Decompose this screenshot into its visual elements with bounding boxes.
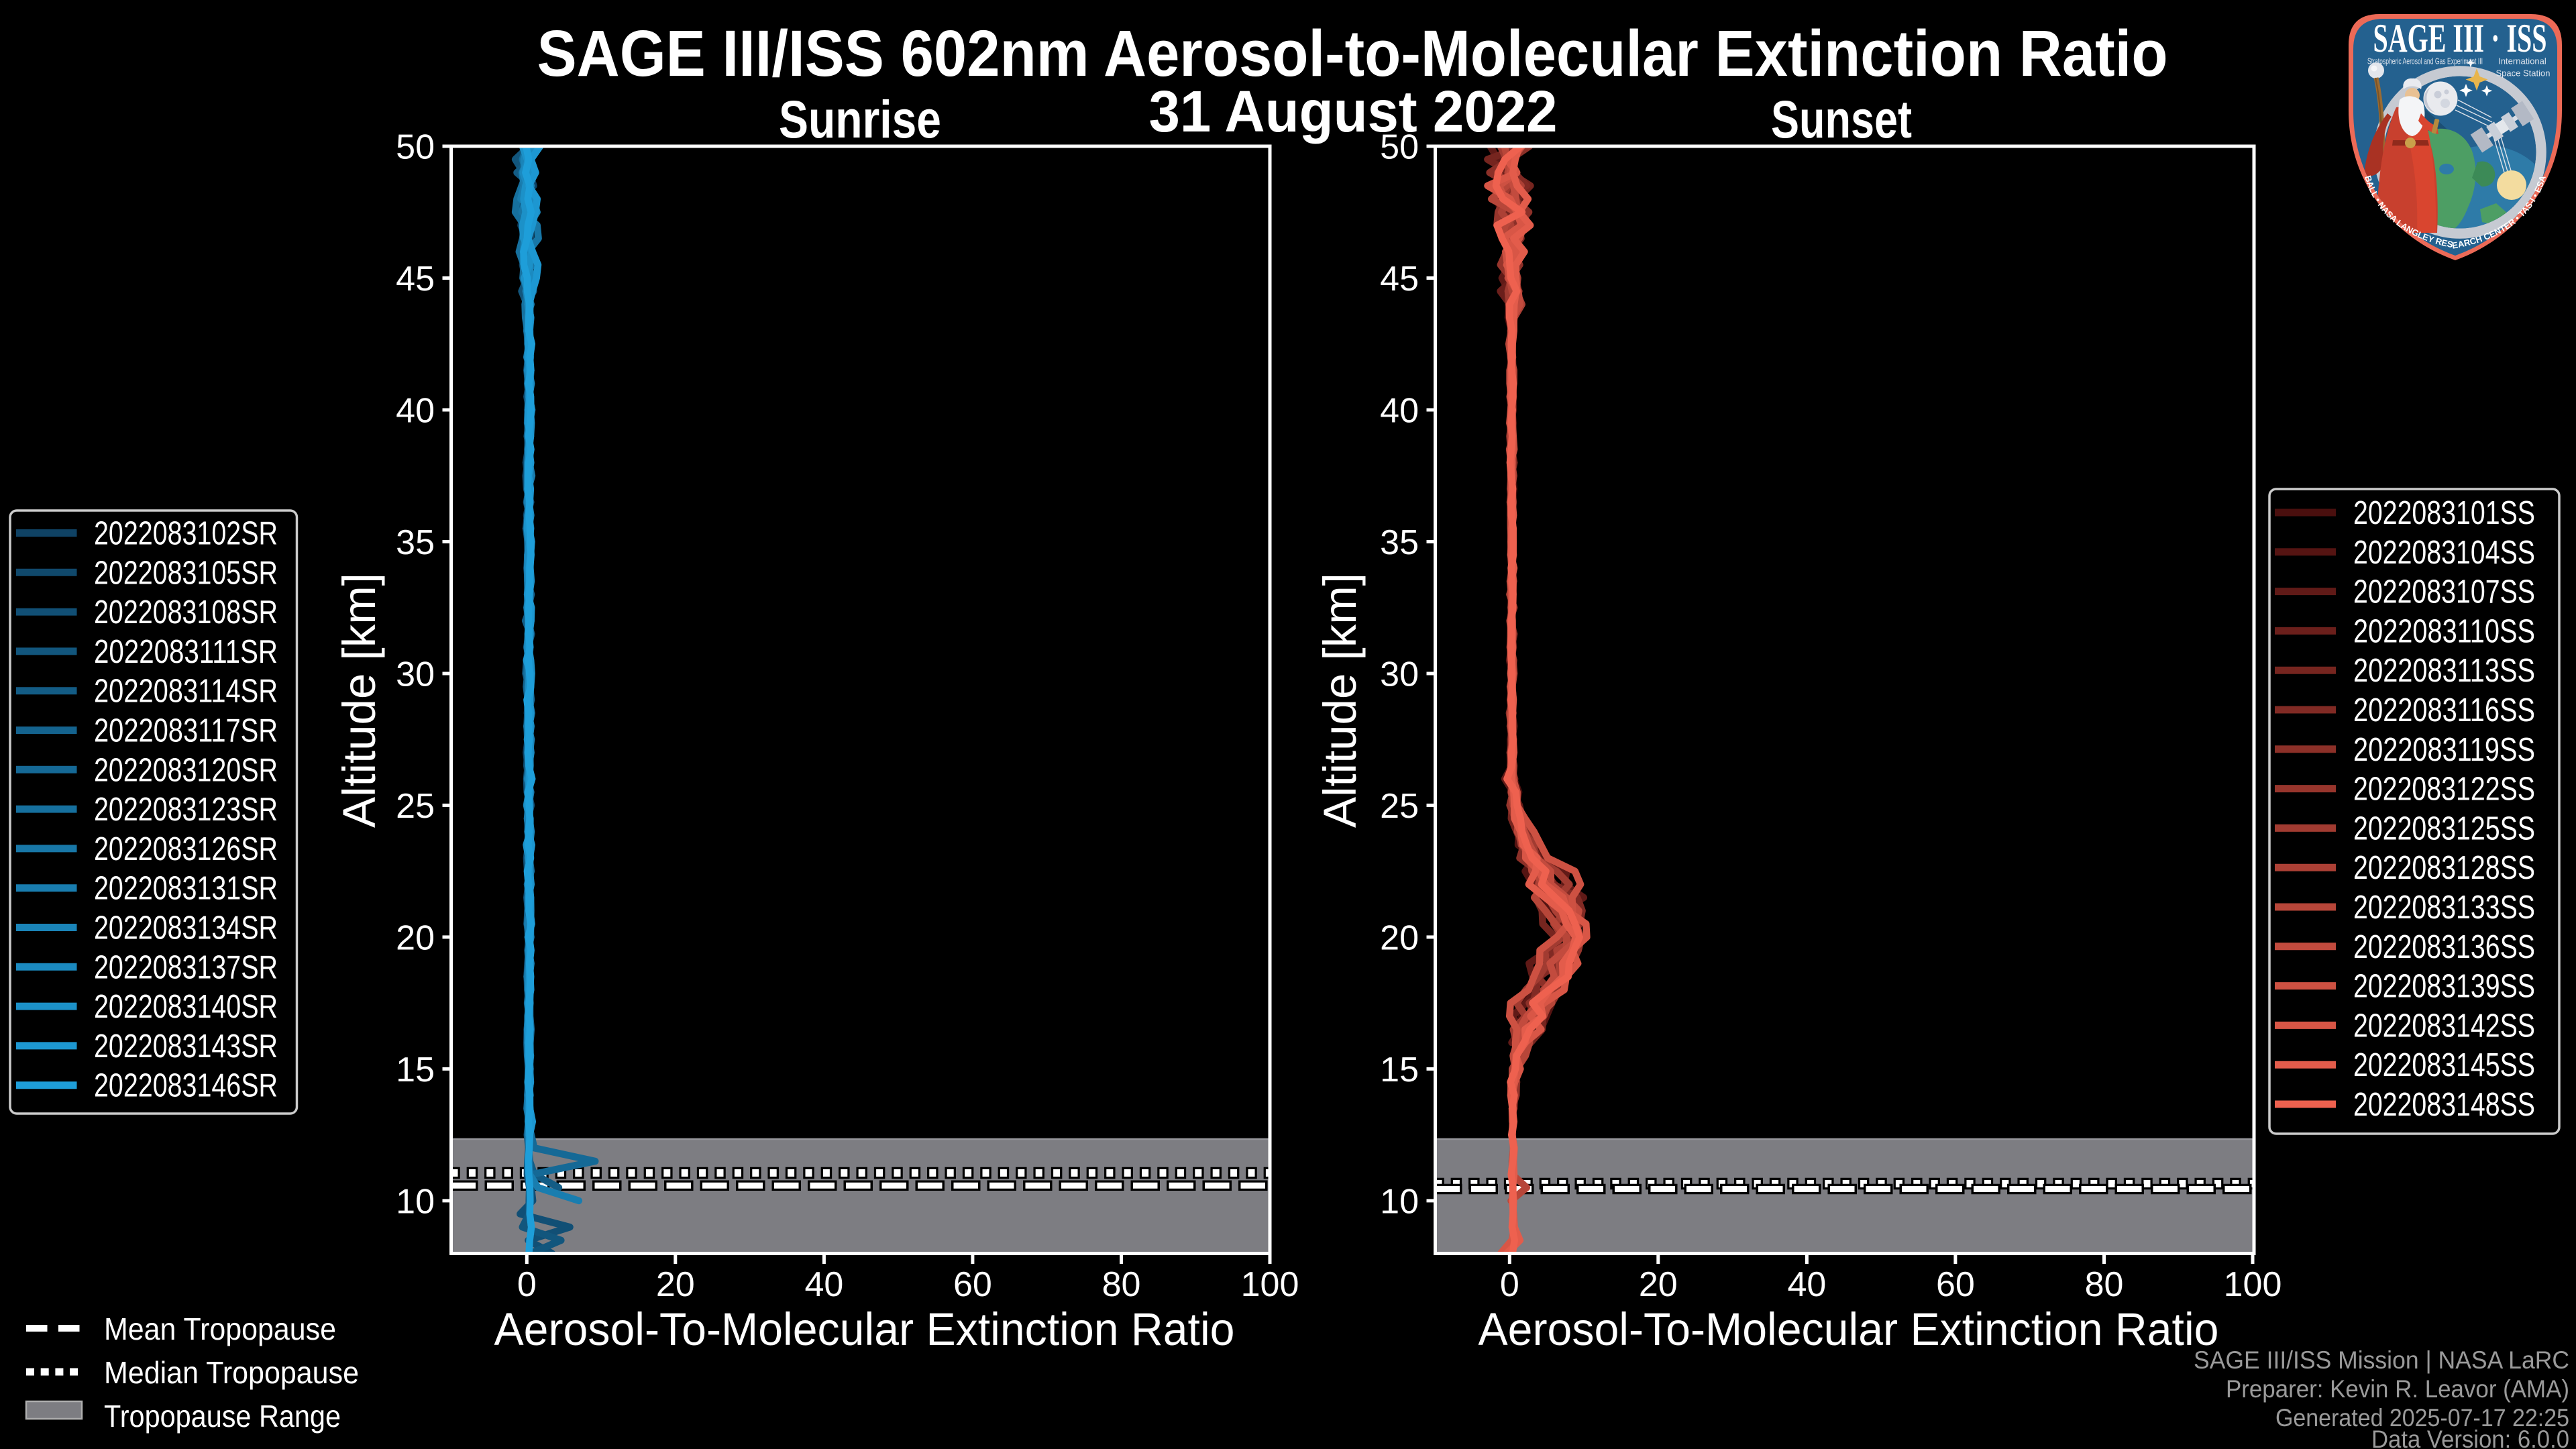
svg-text:20: 20 [1380,918,1419,957]
svg-text:0: 0 [517,1265,537,1304]
svg-text:2022083119SS: 2022083119SS [2353,732,2535,768]
svg-text:2022083125SS: 2022083125SS [2353,810,2535,847]
svg-text:Aerosol-To-Molecular Extinctio: Aerosol-To-Molecular Extinction Ratio [494,1303,1235,1355]
svg-text:40: 40 [396,392,435,431]
svg-text:Altitude [km]: Altitude [km] [333,573,385,828]
svg-text:50: 50 [1380,128,1419,167]
svg-text:40: 40 [804,1265,843,1304]
svg-text:Stratospheric Aerosol and Gas: Stratospheric Aerosol and Gas Experiment… [2367,56,2483,66]
svg-text:31 August 2022: 31 August 2022 [1149,79,1558,144]
svg-text:2022083137SR: 2022083137SR [94,949,278,985]
svg-text:2022083101SS: 2022083101SS [2353,495,2535,531]
svg-text:40: 40 [1787,1265,1826,1304]
svg-text:20: 20 [1639,1265,1678,1304]
svg-text:2022083116SS: 2022083116SS [2353,692,2535,729]
svg-text:45: 45 [1380,260,1419,299]
svg-text:35: 35 [1380,523,1419,562]
svg-text:2022083122SS: 2022083122SS [2353,771,2535,808]
svg-text:30: 30 [1380,655,1419,694]
svg-text:2022083131SR: 2022083131SR [94,871,278,907]
svg-text:2022083146SR: 2022083146SR [94,1068,278,1104]
svg-text:2022083123SR: 2022083123SR [94,792,278,828]
svg-text:2022083117SR: 2022083117SR [94,713,278,749]
svg-text:2022083145SS: 2022083145SS [2353,1047,2535,1083]
svg-text:25: 25 [396,787,435,826]
svg-text:Sunset: Sunset [1771,89,1912,149]
svg-text:2022083120SR: 2022083120SR [94,752,278,788]
svg-text:100: 100 [1241,1265,1299,1304]
svg-text:Tropopause Range: Tropopause Range [104,1399,341,1434]
svg-text:20: 20 [656,1265,695,1304]
svg-text:SAGE III/ISS 602nm Aerosol-to-: SAGE III/ISS 602nm Aerosol-to-Molecular … [537,17,2168,90]
svg-text:35: 35 [396,523,435,562]
svg-text:2022083105SR: 2022083105SR [94,555,278,591]
svg-text:10: 10 [396,1182,435,1221]
svg-text:Median Tropopause: Median Tropopause [104,1355,359,1390]
svg-text:40: 40 [1380,392,1419,431]
svg-text:2022083114SR: 2022083114SR [94,674,278,710]
svg-text:2022083113SS: 2022083113SS [2353,653,2535,689]
svg-text:2022083139SS: 2022083139SS [2353,969,2535,1005]
svg-text:2022083107SS: 2022083107SS [2353,574,2535,610]
svg-text:100: 100 [2224,1265,2282,1304]
svg-text:2022083142SS: 2022083142SS [2353,1008,2535,1044]
svg-text:60: 60 [1936,1265,1975,1304]
svg-text:25: 25 [1380,787,1419,826]
svg-text:2022083140SR: 2022083140SR [94,989,278,1025]
svg-text:2022083128SS: 2022083128SS [2353,850,2535,886]
svg-text:80: 80 [1102,1265,1141,1304]
svg-text:SAGE III/ISS Mission | NASA La: SAGE III/ISS Mission | NASA LaRC [2194,1346,2569,1374]
svg-text:Sunrise: Sunrise [779,89,941,149]
svg-text:Preparer: Kevin R. Leavor (AMA: Preparer: Kevin R. Leavor (AMA) [2226,1375,2569,1403]
svg-text:2022083148SS: 2022083148SS [2353,1087,2535,1123]
svg-text:50: 50 [396,128,435,167]
svg-text:0: 0 [1500,1265,1519,1304]
svg-text:10: 10 [1380,1182,1419,1221]
svg-text:Altitude [km]: Altitude [km] [1314,573,1366,828]
svg-text:2022083108SR: 2022083108SR [94,594,278,631]
svg-text:45: 45 [396,260,435,299]
svg-text:15: 15 [1380,1051,1419,1089]
svg-text:80: 80 [2085,1265,2124,1304]
svg-text:15: 15 [396,1051,435,1089]
svg-text:Mean Tropopause: Mean Tropopause [104,1311,336,1346]
svg-text:2022083110SS: 2022083110SS [2353,613,2535,649]
svg-text:2022083133SS: 2022083133SS [2353,890,2535,926]
svg-text:Space Station: Space Station [2496,68,2551,78]
svg-text:2022083143SR: 2022083143SR [94,1028,278,1065]
svg-text:2022083136SS: 2022083136SS [2353,929,2535,965]
svg-text:30: 30 [396,655,435,694]
svg-text:2022083126SR: 2022083126SR [94,831,278,867]
svg-text:Aerosol-To-Molecular Extinctio: Aerosol-To-Molecular Extinction Ratio [1479,1303,2219,1355]
svg-text:2022083134SR: 2022083134SR [94,910,278,947]
svg-text:60: 60 [953,1265,992,1304]
svg-text:2022083102SR: 2022083102SR [94,516,278,552]
svg-text:2022083104SS: 2022083104SS [2353,535,2535,571]
svg-text:20: 20 [396,918,435,957]
svg-text:SAGE III · ISS: SAGE III · ISS [2373,16,2547,60]
svg-text:2022083111SR: 2022083111SR [94,634,278,670]
svg-text:International: International [2498,56,2546,66]
svg-text:Data Version: 6.0.0: Data Version: 6.0.0 [2371,1426,2569,1449]
svg-text:Generated 2025-07-17 22:25: Generated 2025-07-17 22:25 [2275,1404,2569,1432]
